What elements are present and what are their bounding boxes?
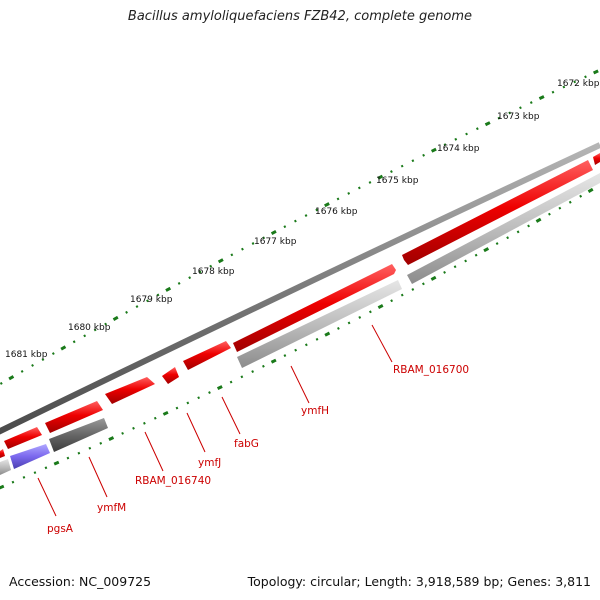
tick-label: 1674 kbp bbox=[437, 144, 480, 154]
label-leaders bbox=[37, 324, 393, 517]
gene-arrow[interactable] bbox=[183, 341, 231, 370]
tick-label: 1681 kbp bbox=[5, 350, 48, 360]
tick-label: 1672 kbp bbox=[557, 79, 600, 89]
leader-line bbox=[144, 431, 164, 472]
genome-backbone bbox=[0, 142, 600, 435]
gene-arrow[interactable] bbox=[0, 459, 11, 475]
tick-label: 1677 kbp bbox=[254, 237, 297, 247]
gene-arrow[interactable] bbox=[402, 160, 593, 265]
gene-arrow[interactable] bbox=[407, 173, 600, 284]
gene-label-ymfM[interactable]: ymfM bbox=[97, 502, 126, 514]
gene-label-pgsA[interactable]: pgsA bbox=[47, 523, 74, 535]
leader-line bbox=[290, 365, 310, 404]
forward-strand-genes bbox=[0, 153, 600, 458]
gene-arrow[interactable] bbox=[0, 449, 5, 458]
gene-label-RBAM_016740[interactable]: RBAM_016740 bbox=[135, 475, 211, 487]
tick-label: 1680 kbp bbox=[68, 323, 111, 333]
gene-label-fabG[interactable]: fabG bbox=[234, 438, 259, 450]
gene-arrow[interactable] bbox=[237, 280, 402, 368]
gene-label-ymfH[interactable]: ymfH bbox=[301, 405, 329, 417]
tick-label: 1679 kbp bbox=[130, 295, 173, 305]
tick-label: 1673 kbp bbox=[497, 112, 540, 122]
genome-info-text: Topology: circular; Length: 3,918,589 bp… bbox=[247, 574, 591, 589]
leader-line bbox=[221, 396, 241, 435]
gene-arrow[interactable] bbox=[49, 418, 108, 452]
gene-label-ymfJ[interactable]: ymfJ bbox=[198, 457, 221, 469]
gene-arrow[interactable] bbox=[105, 377, 155, 404]
tick-label: 1676 kbp bbox=[315, 207, 358, 217]
leader-line bbox=[186, 412, 206, 453]
gene-arrow[interactable] bbox=[593, 153, 600, 165]
gene-arrow[interactable] bbox=[4, 427, 42, 449]
leader-line bbox=[88, 456, 108, 498]
leader-line bbox=[371, 324, 393, 363]
gene-label-RBAM_016700[interactable]: RBAM_016700 bbox=[393, 364, 469, 376]
map-title: Bacillus amyloliquefaciens FZB42, comple… bbox=[127, 9, 473, 24]
gene-arrow[interactable] bbox=[162, 367, 179, 384]
gene-arrow[interactable] bbox=[233, 264, 396, 352]
leader-line bbox=[37, 477, 57, 517]
tick-label: 1678 kbp bbox=[192, 267, 235, 277]
gene-arrow[interactable] bbox=[10, 444, 50, 469]
tick-label: 1675 kbp bbox=[376, 176, 419, 186]
reverse-strand-genes bbox=[0, 173, 600, 475]
accession-text: Accession: NC_009725 bbox=[9, 574, 152, 589]
gene-arrow[interactable] bbox=[45, 401, 103, 433]
